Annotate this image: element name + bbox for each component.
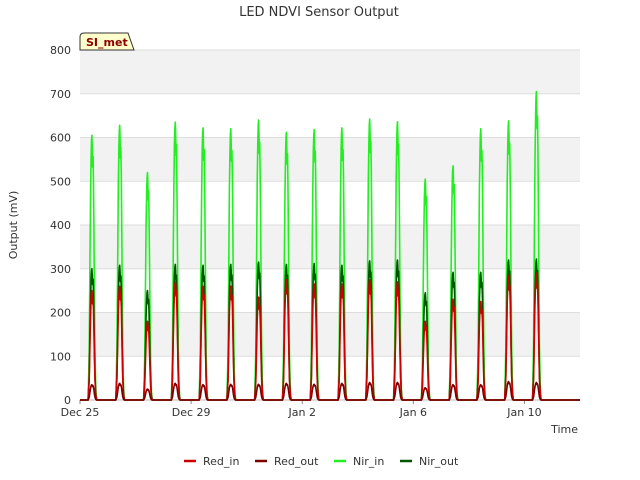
- x-axis: Dec 25 Dec 29 Jan 2 Jan 6 Jan 10: [61, 399, 580, 419]
- x-tick-label: Jan 6: [399, 406, 427, 419]
- legend-label-nir-in: Nir_in: [353, 455, 384, 468]
- y-axis-label: Output (mV): [7, 191, 20, 260]
- y-tick-label: 300: [50, 263, 71, 276]
- x-axis-label: Time: [550, 423, 578, 436]
- y-tick-label: 600: [50, 132, 71, 145]
- gridlines: [80, 49, 580, 401]
- x-tick-label: Dec 25: [61, 406, 100, 419]
- site-badge-shape: [79, 32, 135, 51]
- legend-label-red-in: Red_in: [203, 455, 239, 468]
- y-tick-label: 500: [50, 175, 71, 188]
- site-badge-label: SI_met: [86, 36, 128, 49]
- series-line-red-out: [80, 380, 580, 401]
- x-tick-label: Dec 29: [172, 406, 211, 419]
- background-band: [80, 137, 580, 182]
- background-band: [80, 225, 580, 269]
- legend-label-red-out: Red_out: [274, 455, 319, 468]
- chart-title: LED NDVI Sensor Output: [239, 5, 399, 20]
- series-lines: [80, 90, 580, 401]
- y-tick-label: 200: [50, 307, 71, 320]
- background-band: [80, 50, 580, 94]
- site-badge: SI_met: [79, 32, 135, 51]
- y-tick-label: 800: [50, 44, 71, 57]
- background-bands: [80, 50, 580, 357]
- background-band: [80, 312, 580, 357]
- legend-label-nir-out: Nir_out: [419, 455, 459, 468]
- legend: Red_in Red_out Nir_in Nir_out: [184, 455, 459, 468]
- y-axis: 0 100 200 300 400 500 600 700 800: [50, 44, 71, 407]
- y-tick-label: 400: [50, 219, 71, 232]
- x-tick-label: Jan 10: [506, 406, 541, 419]
- y-tick-label: 700: [50, 88, 71, 101]
- y-tick-label: 100: [50, 350, 71, 363]
- x-tick-label: Jan 2: [287, 406, 315, 419]
- y-tick-label: 0: [64, 394, 71, 407]
